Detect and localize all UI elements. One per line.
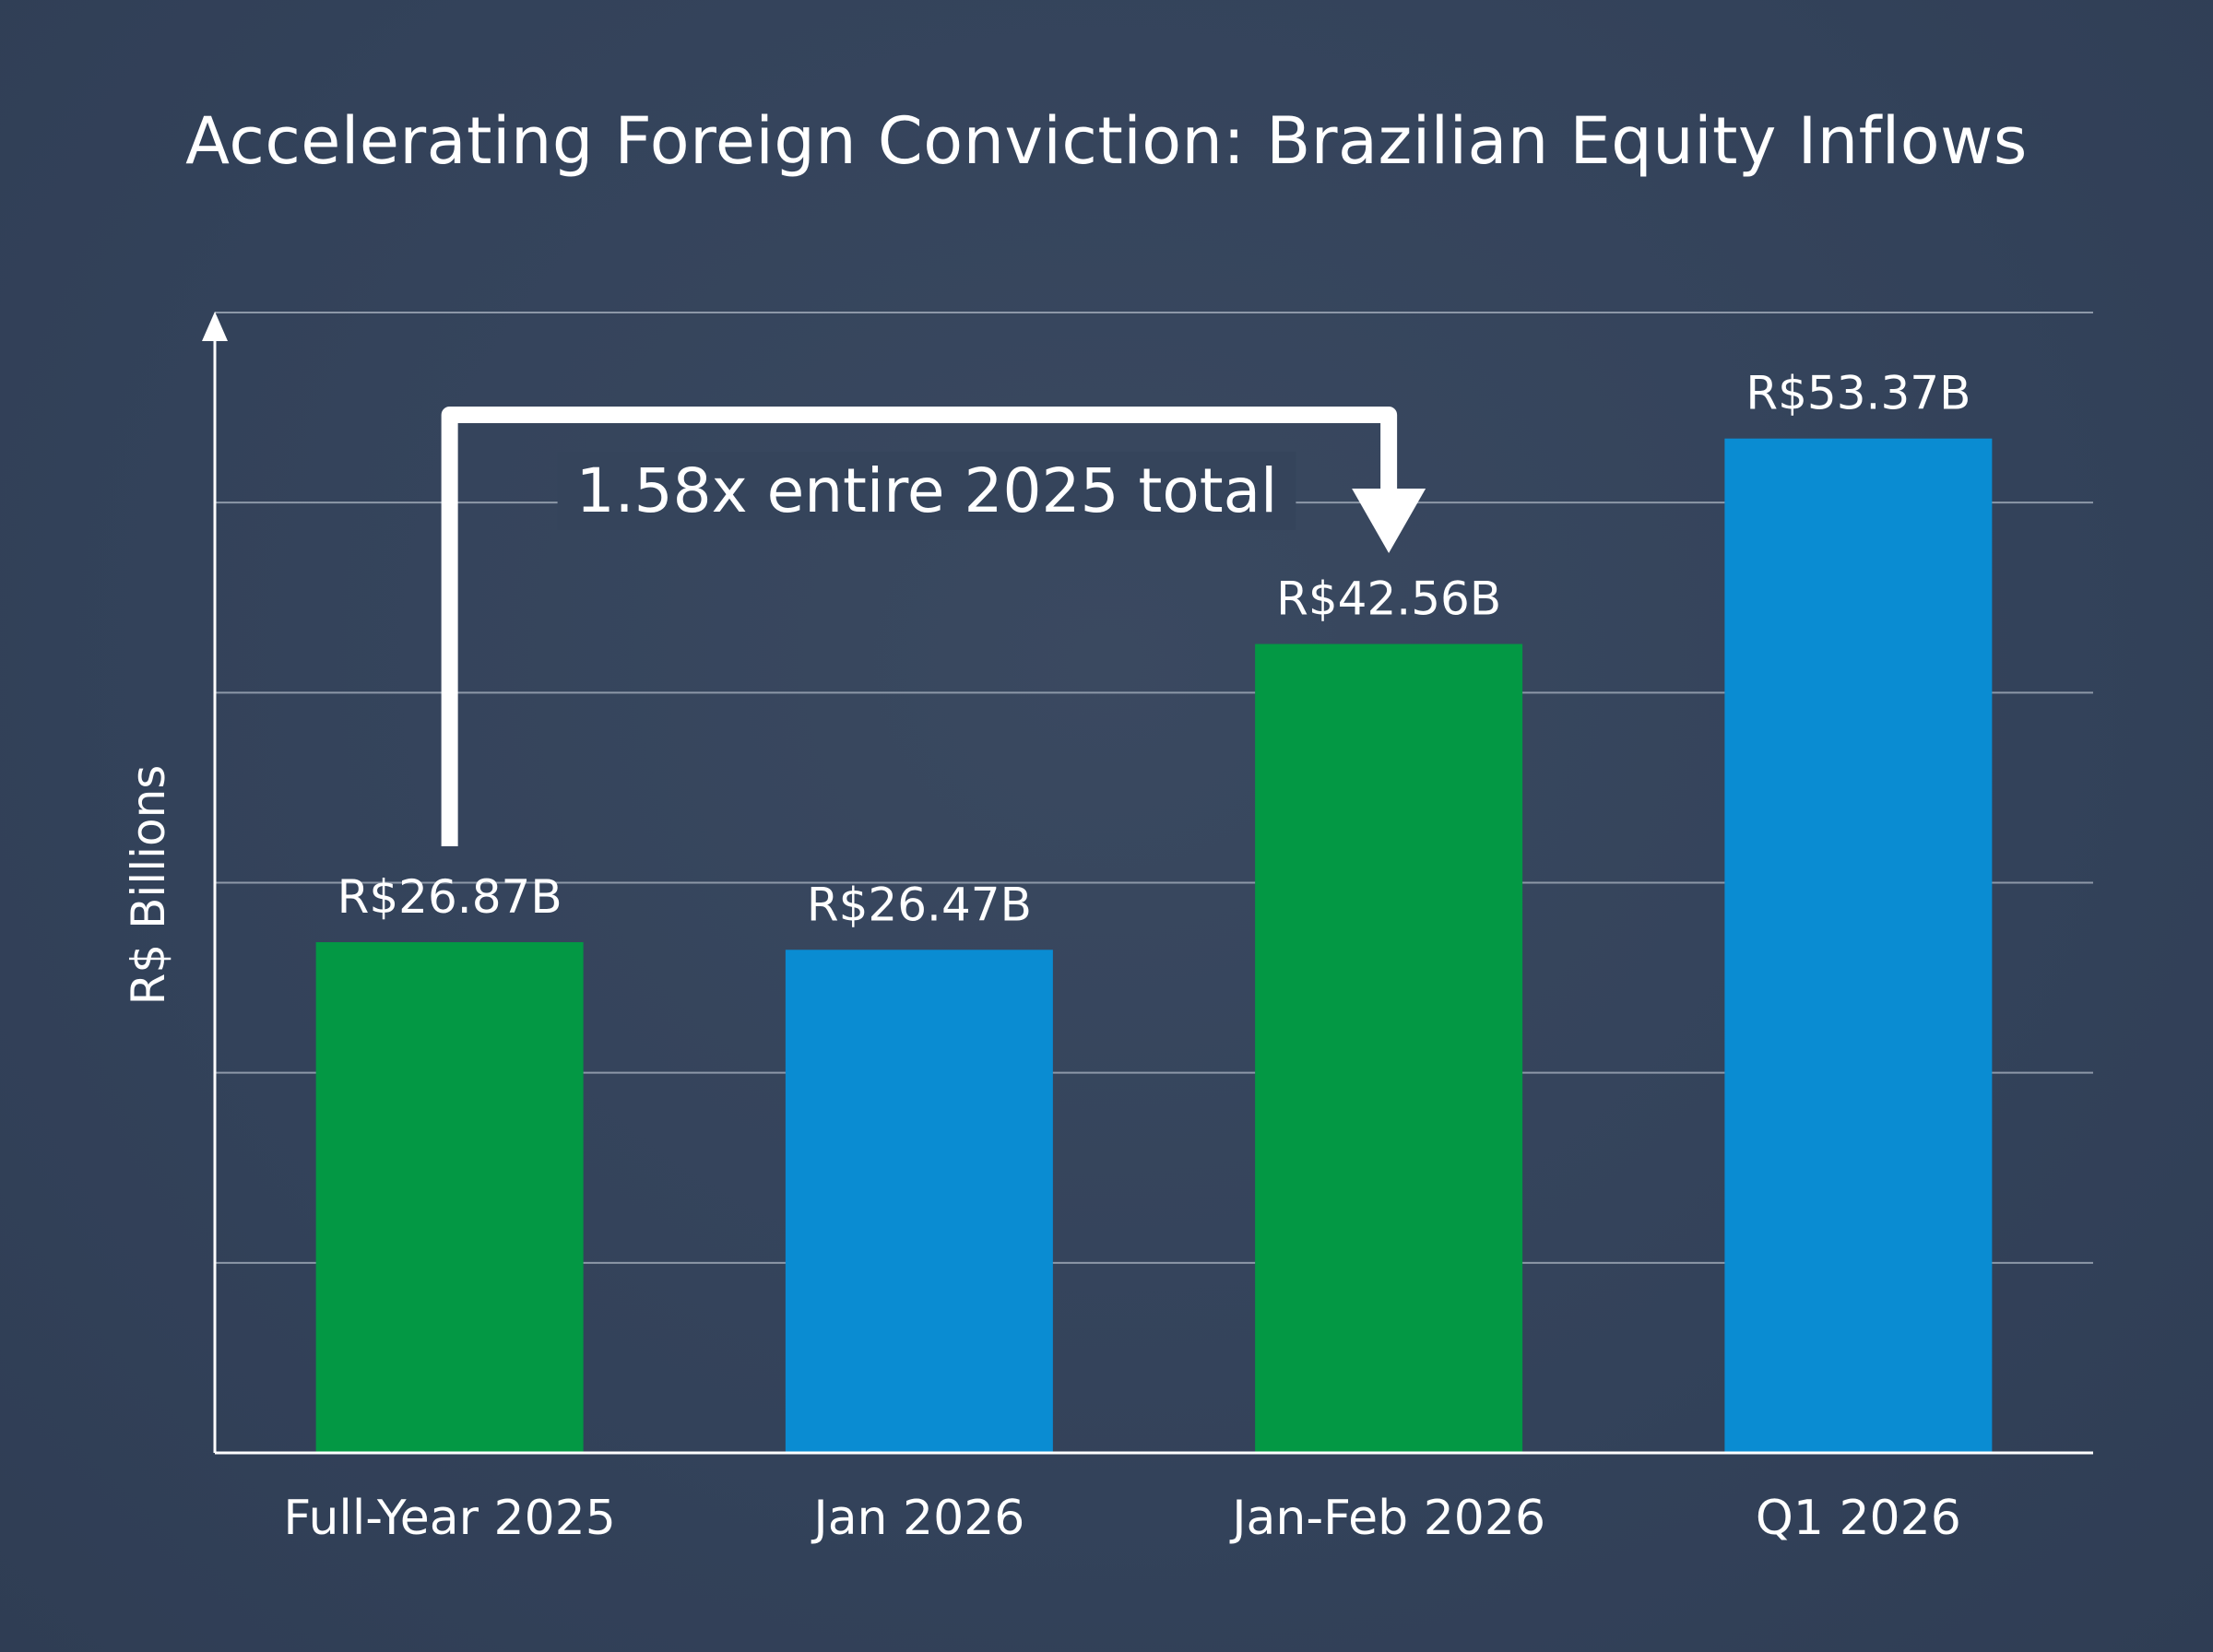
labels: Full-Year 2025 Jan 2026 Jan-Feb 2026 Q1 202…	[283, 367, 1970, 1546]
data-label: R$42.56B	[1276, 572, 1501, 626]
data-label: R$53.37B	[1746, 367, 1970, 420]
data-label: R$26.47B	[807, 878, 1032, 931]
x-tick-label: Jan-Feb 2026	[1229, 1491, 1545, 1546]
annotation-text-background	[557, 452, 1296, 530]
x-tick-label: Full-Year 2025	[283, 1491, 615, 1546]
bar-4	[1724, 438, 1993, 1454]
annotation-text: 1.58x entire 2025 total	[576, 455, 1278, 526]
y-axis-arrow-icon	[202, 312, 228, 341]
bar-1	[315, 942, 584, 1453]
callout-connector	[441, 407, 1398, 846]
data-label: R$26.87B	[337, 870, 562, 924]
x-tick-label: Q1 2026	[1756, 1491, 1961, 1546]
chart-title: Accelerating Foreign Conviction: Brazili…	[185, 103, 2028, 179]
bar-3	[1255, 643, 1523, 1453]
y-axis-title: R$ Billions	[122, 765, 175, 1006]
bars	[315, 438, 1993, 1454]
axes: R$ Billions	[122, 312, 2093, 1455]
x-tick-label: Jan 2026	[811, 1491, 1024, 1546]
annotation-callout: 1.58x entire 2025 total	[441, 407, 1426, 846]
callout-arrow-icon	[1352, 489, 1426, 553]
bar-2	[785, 950, 1053, 1453]
